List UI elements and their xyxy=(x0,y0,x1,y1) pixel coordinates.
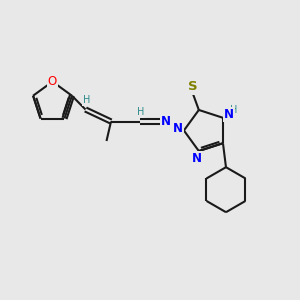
Text: N: N xyxy=(224,108,234,121)
Text: O: O xyxy=(48,75,57,88)
Text: N: N xyxy=(173,122,183,136)
Text: N: N xyxy=(160,115,171,128)
Text: H: H xyxy=(230,105,237,115)
Text: S: S xyxy=(188,80,198,94)
Text: H: H xyxy=(83,95,90,105)
Text: N: N xyxy=(192,152,202,165)
Text: H: H xyxy=(137,107,144,117)
